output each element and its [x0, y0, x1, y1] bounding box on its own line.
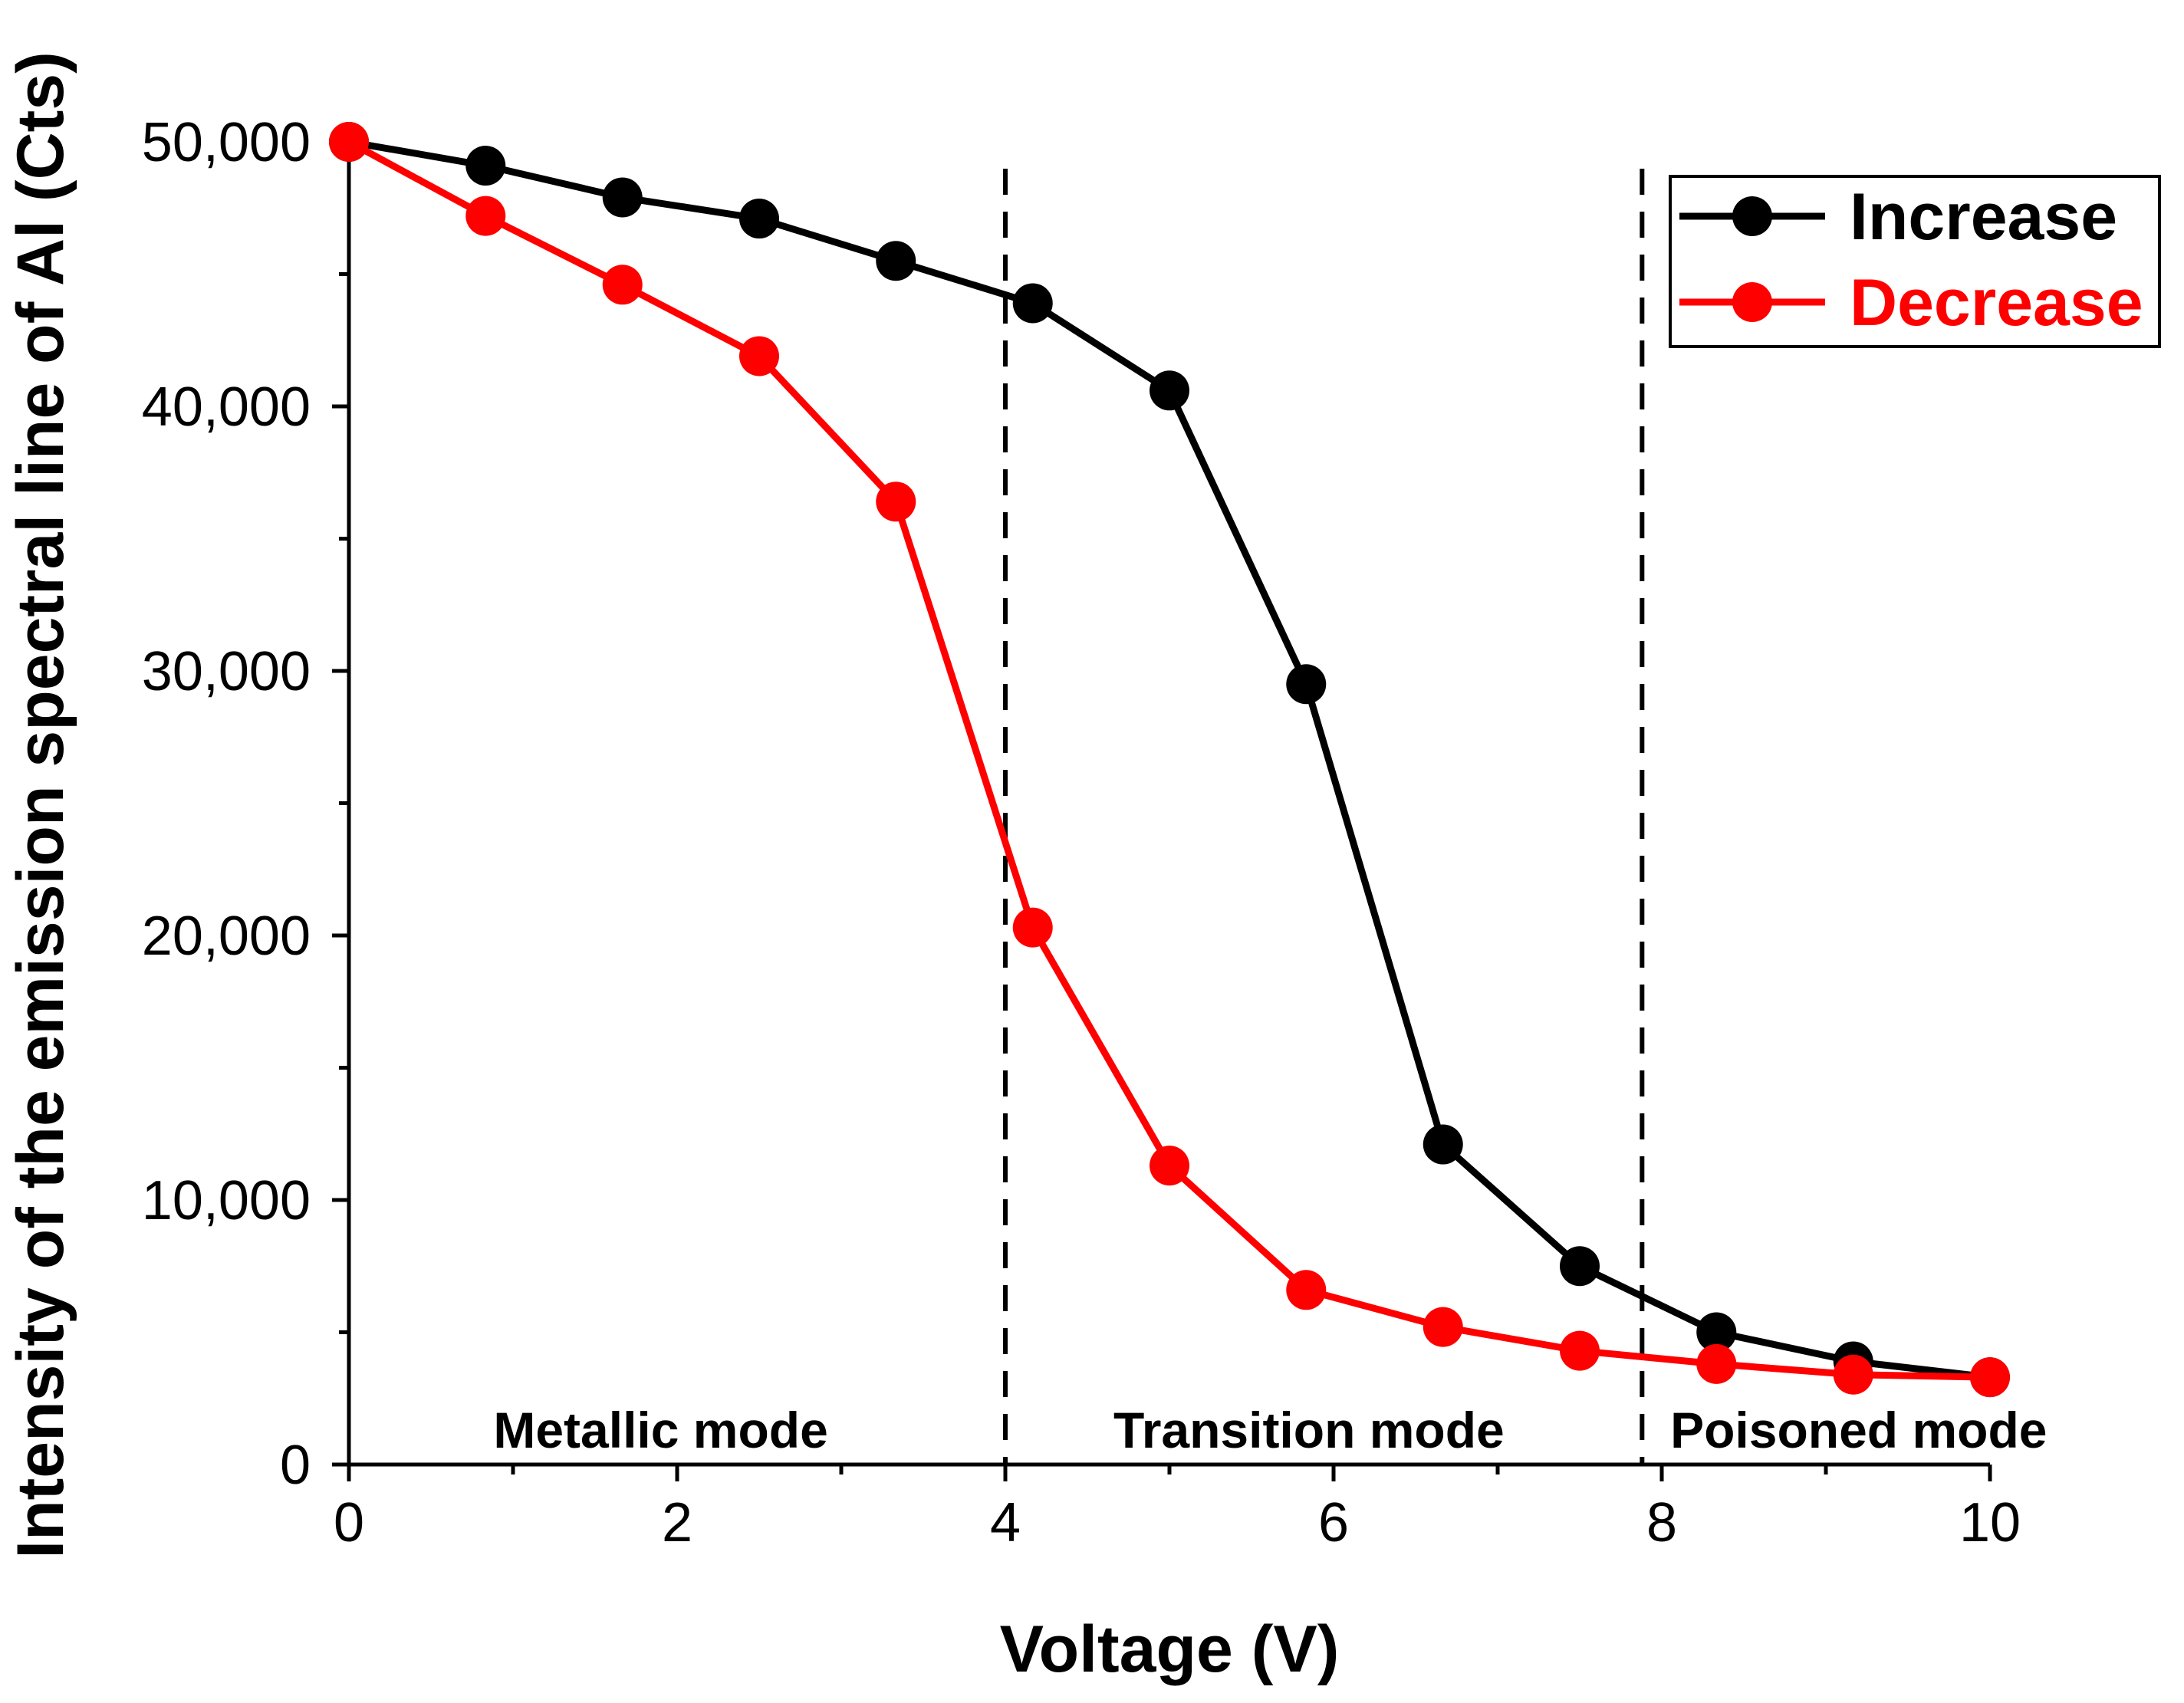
data-point	[1423, 1307, 1463, 1347]
legend: Increase Decrease	[1669, 175, 2161, 348]
region-label: Metallic mode	[493, 1402, 827, 1458]
x-tick-label: 8	[1646, 1492, 1677, 1553]
data-point	[1696, 1343, 1737, 1384]
y-tick-label: 0	[280, 1435, 311, 1496]
x-tick-label: 6	[1318, 1492, 1349, 1553]
data-point	[876, 241, 916, 281]
series-layer	[329, 122, 2010, 1398]
data-point	[739, 199, 779, 239]
data-point	[1012, 907, 1053, 948]
data-point	[1150, 1146, 1189, 1186]
x-tick-label: 2	[662, 1492, 692, 1553]
legend-marker	[1732, 196, 1772, 236]
mode-boundaries	[1003, 169, 1645, 1465]
axes: 0 2 4 6 8 10 0 10,000 20,000 30,000 40,000 50,000	[142, 112, 2021, 1553]
legend-label: Increase	[1850, 180, 2117, 254]
x-tick-label: 4	[990, 1492, 1021, 1553]
region-label: Transition mode	[1113, 1402, 1505, 1458]
data-point	[1696, 1312, 1737, 1353]
x-tick-label: 0	[334, 1492, 364, 1553]
data-point	[1150, 370, 1189, 411]
region-label: Poisoned mode	[1670, 1402, 2047, 1458]
legend-label: Decrease	[1850, 266, 2143, 340]
y-tick-label: 50,000	[142, 112, 311, 173]
x-axis-title: Voltage (V)	[1000, 1613, 1340, 1686]
data-point	[876, 482, 916, 522]
data-point	[1970, 1357, 2010, 1398]
data-point	[1286, 1270, 1327, 1310]
x-tick-label: 10	[1959, 1492, 2021, 1553]
data-point	[1423, 1124, 1463, 1165]
legend-marker	[1732, 282, 1772, 322]
data-point	[602, 265, 643, 305]
data-point	[1012, 283, 1053, 324]
data-point	[1833, 1354, 1873, 1395]
data-point	[739, 336, 779, 376]
y-tick-label: 40,000	[142, 376, 311, 438]
y-tick-label: 20,000	[142, 906, 311, 967]
data-point	[602, 177, 643, 218]
series-decrease	[329, 122, 2010, 1398]
data-point	[1286, 664, 1327, 705]
data-point	[1560, 1330, 1600, 1371]
y-tick-label: 10,000	[142, 1170, 311, 1231]
labels-layer: Voltage (V) Intensity of the emission sp…	[4, 51, 2047, 1686]
data-point	[329, 122, 369, 162]
data-point	[1560, 1246, 1600, 1287]
data-point	[465, 196, 506, 236]
y-axis-title: Intensity of the emission spectral line …	[4, 51, 77, 1559]
y-tick-label: 30,000	[142, 641, 311, 702]
data-point	[465, 146, 506, 186]
